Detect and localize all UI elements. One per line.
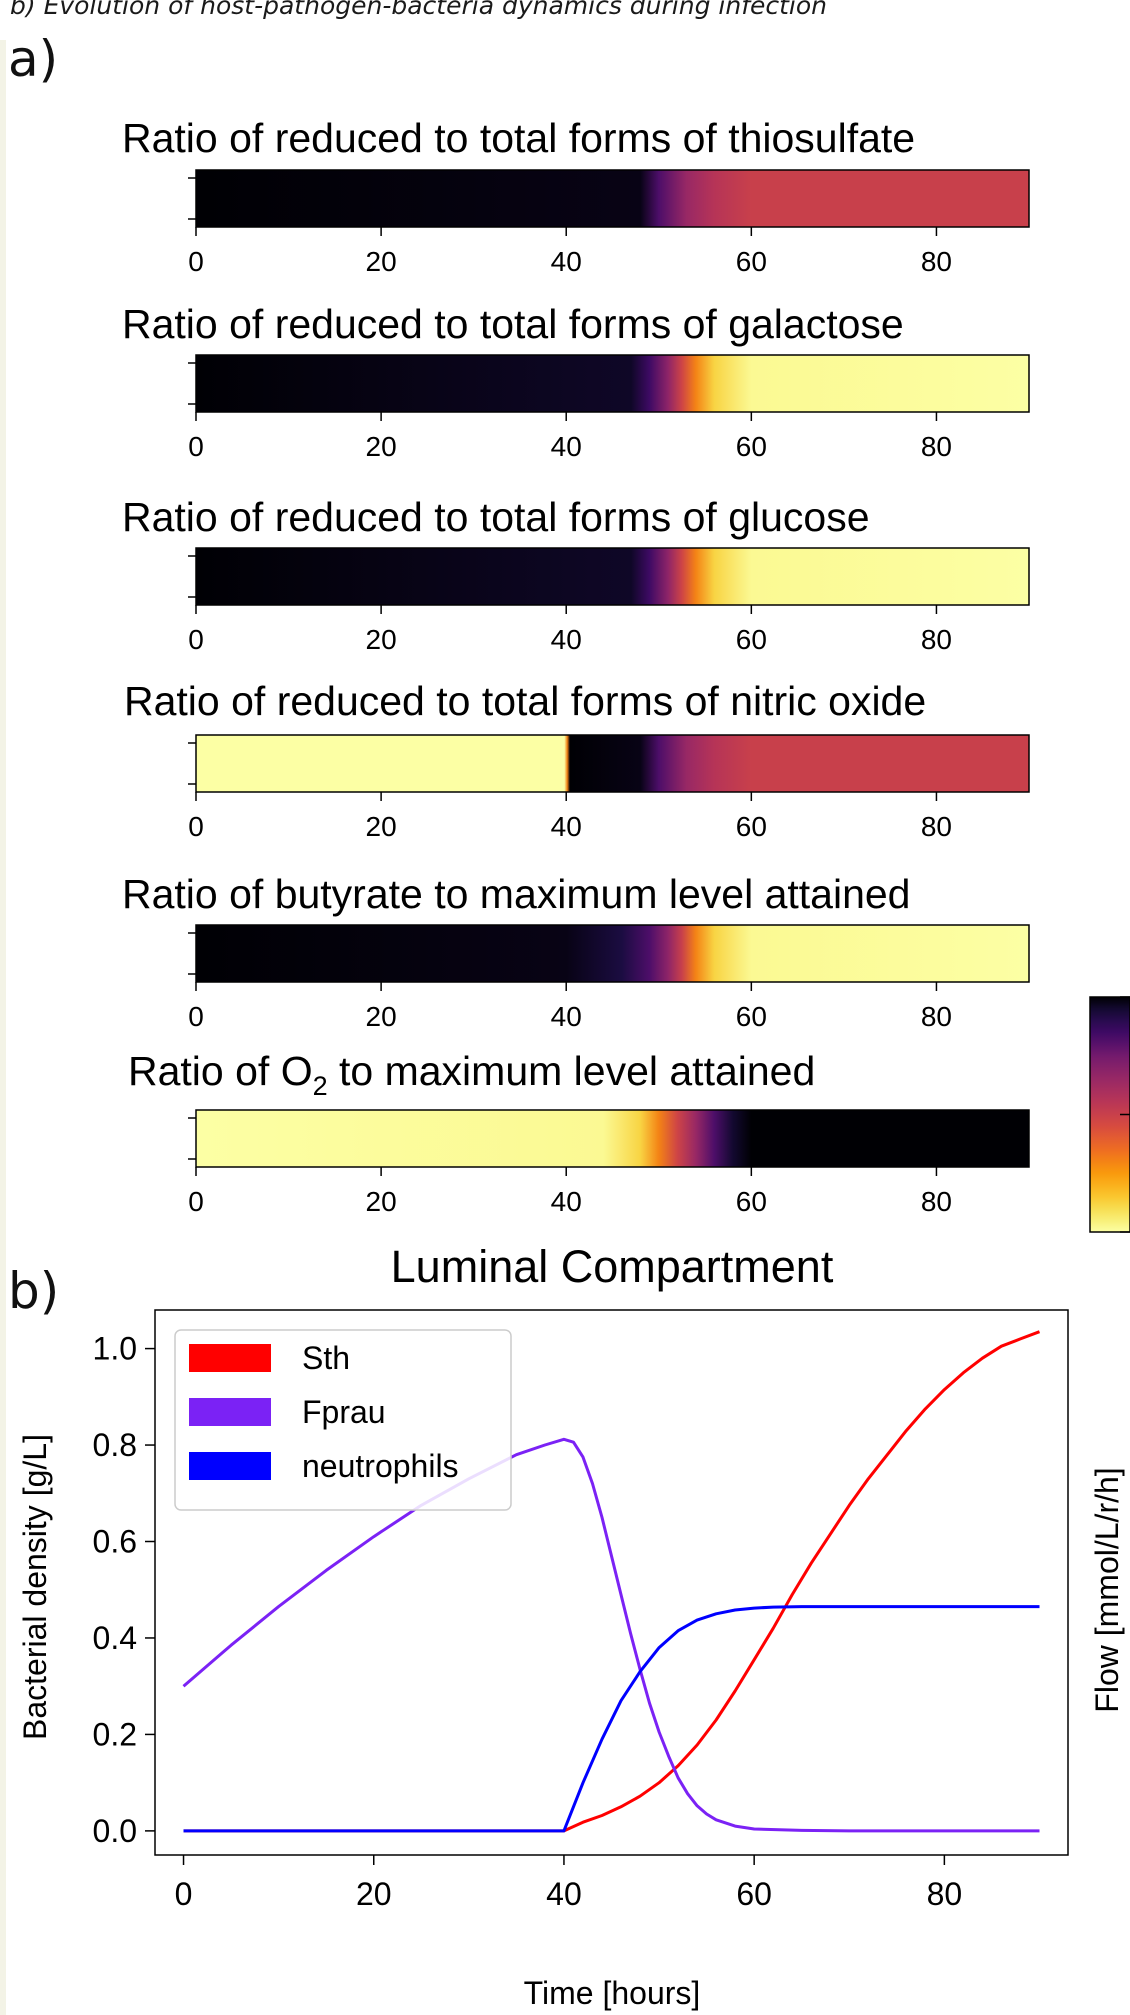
heatmap-title: Ratio of reduced to total forms of thios… xyxy=(122,115,915,161)
x-tick-label: 80 xyxy=(927,1876,963,1912)
x-tick-label: 0 xyxy=(188,246,204,277)
x-tick-label: 40 xyxy=(551,431,582,462)
heatmap-frame xyxy=(195,547,1030,606)
x-tick-label: 20 xyxy=(366,1186,397,1217)
x-tick-label: 80 xyxy=(921,624,952,655)
heatmap-strip xyxy=(196,355,1029,412)
x-tick-label: 20 xyxy=(366,246,397,277)
series-line-neutrophils xyxy=(183,1605,1040,1833)
heatmap-panel-4: Ratio of reduced to total forms of nitri… xyxy=(124,678,1030,842)
legend-swatch-fprau xyxy=(189,1398,271,1426)
heatmap-title-rest: to maximum level attained xyxy=(328,1048,816,1094)
x-tick-label: 60 xyxy=(736,1001,767,1032)
x-tick-label: 0 xyxy=(188,1001,204,1032)
heatmap-panel-3: Ratio of reduced to total forms of gluco… xyxy=(122,494,1030,655)
y-tick-label: 0.8 xyxy=(93,1427,137,1463)
heatmap-strip xyxy=(196,735,1029,792)
heatmap-frame xyxy=(195,1109,1030,1168)
right-y-axis-label: Flow [mmol/L/r/h] xyxy=(1089,1467,1125,1712)
x-tick-label: 40 xyxy=(546,1876,582,1912)
chart-title: Luminal Compartment xyxy=(391,1241,834,1292)
x-tick-label: 0 xyxy=(188,811,204,842)
heatmap-panel-2: Ratio of reduced to total forms of galac… xyxy=(122,301,1030,462)
y-axis-label: Bacterial density [g/L] xyxy=(17,1434,53,1740)
figure-caption: b) Evolution of host-pathogen-bacteria d… xyxy=(10,0,828,20)
x-tick-label: 80 xyxy=(921,431,952,462)
x-tick-label: 20 xyxy=(366,1001,397,1032)
legend-label: Sth xyxy=(302,1340,350,1376)
x-tick-label: 0 xyxy=(188,431,204,462)
x-tick-label: 80 xyxy=(921,811,952,842)
heatmap-frame xyxy=(195,924,1030,983)
colorbar-frame xyxy=(1089,996,1130,1233)
x-tick-label: 60 xyxy=(736,1186,767,1217)
x-tick-label: 40 xyxy=(551,624,582,655)
y-tick-label: 0.4 xyxy=(93,1620,137,1656)
legend-label: Fprau xyxy=(302,1394,386,1430)
x-tick-label: 20 xyxy=(366,811,397,842)
x-tick-label: 20 xyxy=(356,1876,392,1912)
x-tick-label: 80 xyxy=(921,1001,952,1032)
x-tick-label: 0 xyxy=(188,624,204,655)
heatmap-title: Ratio of O2 to maximum level attained xyxy=(128,1048,815,1101)
x-tick-label: 20 xyxy=(366,624,397,655)
colorbar xyxy=(1089,996,1130,1233)
heatmap-strip xyxy=(196,1110,1029,1167)
heatmap-title: Ratio of reduced to total forms of galac… xyxy=(122,301,904,347)
y-tick-label: 0.2 xyxy=(93,1716,137,1752)
x-tick-label: 60 xyxy=(736,624,767,655)
line-chart: Luminal Compartment 0 20 40 60 80 0.0 0.2 0.4 0.6… xyxy=(17,1241,1125,2011)
heatmap-title: Ratio of reduced to total forms of nitri… xyxy=(124,678,926,724)
heatmap-frame xyxy=(195,734,1030,793)
x-tick-label: 40 xyxy=(551,246,582,277)
heatmap-title-subscript: 2 xyxy=(313,1071,328,1101)
legend-swatch-neutrophils xyxy=(189,1452,271,1480)
heatmap-frame xyxy=(195,354,1030,413)
x-tick-label: 80 xyxy=(921,1186,952,1217)
panel-b-label: b) xyxy=(8,1262,60,1320)
heatmap-strip xyxy=(196,548,1029,605)
legend-label: neutrophils xyxy=(302,1448,459,1484)
x-tick-label: 40 xyxy=(551,811,582,842)
x-tick-label: 0 xyxy=(175,1876,193,1912)
series-line-sth xyxy=(183,1330,1041,1833)
x-tick-label: 40 xyxy=(551,1001,582,1032)
left-border-strip xyxy=(0,40,6,2015)
x-tick-label: 0 xyxy=(188,1186,204,1217)
y-tick-label: 0.6 xyxy=(93,1524,137,1560)
x-tick-label: 60 xyxy=(736,431,767,462)
x-tick-label: 20 xyxy=(366,431,397,462)
plot-frame xyxy=(154,1309,1069,1856)
x-axis-label: Time [hours] xyxy=(524,1975,701,2011)
x-tick-label: 80 xyxy=(921,246,952,277)
heatmap-panel-5: Ratio of butyrate to maximum level attai… xyxy=(122,871,1030,1032)
y-tick-label: 0.0 xyxy=(93,1813,137,1849)
heatmap-frame xyxy=(195,169,1030,228)
legend: Sth Fprau neutrophils xyxy=(174,1329,512,1511)
x-tick-label: 40 xyxy=(551,1186,582,1217)
x-tick-label: 60 xyxy=(736,811,767,842)
panel-a-label: a) xyxy=(8,30,59,88)
heatmap-strip xyxy=(196,925,1029,982)
heatmap-title-main: Ratio of O xyxy=(128,1048,313,1094)
heatmap-title: Ratio of reduced to total forms of gluco… xyxy=(122,494,870,540)
x-tick-label: 60 xyxy=(736,246,767,277)
y-tick-label: 1.0 xyxy=(93,1331,137,1367)
heatmap-title: Ratio of butyrate to maximum level attai… xyxy=(122,871,911,917)
legend-swatch-sth xyxy=(189,1344,271,1372)
heatmap-panel-6: Ratio of O2 to maximum level attained 0 20… xyxy=(128,1048,1030,1217)
heatmap-strip xyxy=(196,170,1029,227)
x-tick-label: 60 xyxy=(736,1876,772,1912)
heatmap-panel-1: Ratio of reduced to total forms of thios… xyxy=(122,115,1030,277)
